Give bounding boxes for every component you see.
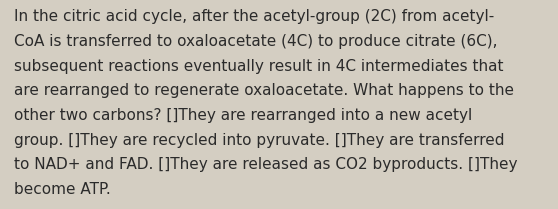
Text: other two carbons? []They are rearranged into a new acetyl: other two carbons? []They are rearranged…: [14, 108, 472, 123]
Text: group. []They are recycled into pyruvate. []They are transferred: group. []They are recycled into pyruvate…: [14, 133, 504, 148]
Text: to NAD+ and FAD. []They are released as CO2 byproducts. []They: to NAD+ and FAD. []They are released as …: [14, 157, 517, 172]
Text: become ATP.: become ATP.: [14, 182, 110, 197]
Text: In the citric acid cycle, after the acetyl-group (2C) from acetyl-: In the citric acid cycle, after the acet…: [14, 9, 494, 24]
Text: are rearranged to regenerate oxaloacetate. What happens to the: are rearranged to regenerate oxaloacetat…: [14, 83, 514, 98]
Text: CoA is transferred to oxaloacetate (4C) to produce citrate (6C),: CoA is transferred to oxaloacetate (4C) …: [14, 34, 497, 49]
Text: subsequent reactions eventually result in 4C intermediates that: subsequent reactions eventually result i…: [14, 59, 503, 74]
